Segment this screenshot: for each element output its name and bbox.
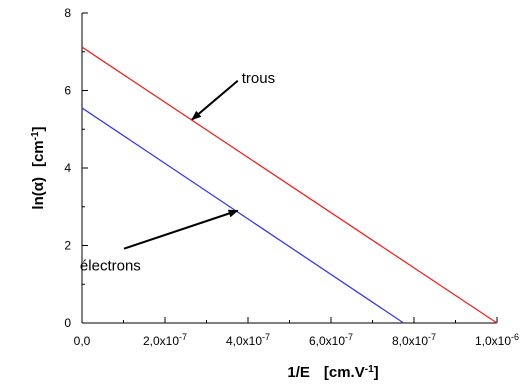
annotation-label: trous (242, 70, 275, 87)
y-tick-label: 4 (64, 161, 71, 175)
y-tick-label: 8 (64, 6, 71, 20)
y-tick-label: 0 (64, 316, 71, 330)
annotations: trous électrons (80, 70, 275, 275)
x-tick-label: 6,0x10-7 (309, 332, 353, 348)
annotation-arrow (191, 79, 239, 121)
annotation-arrow (123, 209, 239, 250)
annotation-label: électrons (80, 258, 141, 275)
x-tick-label: 0,0 (74, 334, 91, 348)
x-tick-label: 1,0x10-6 (475, 332, 519, 348)
x-axis-ticks: 0,0 2,0x10-7 4,0x10-7 6,0x10-7 8,0x10-7 1,0x1… (74, 317, 519, 348)
x-axis-title: 1/E [cm.V-1] (287, 364, 378, 382)
x-tick-label: 4,0x10-7 (226, 332, 270, 348)
x-tick-label: 8,0x10-7 (392, 332, 436, 348)
series-group (81, 46, 498, 324)
y-axis-title: ln(α)[cm-1] (30, 126, 48, 209)
axes (81, 13, 497, 324)
y-axis-ticks: 0 2 4 6 8 (64, 6, 88, 330)
y-tick-label: 2 (64, 239, 71, 253)
series-line-electrons (81, 107, 404, 324)
x-tick-label: 2,0x10-7 (143, 332, 187, 348)
series-line-trous (81, 46, 498, 324)
y-tick-label: 6 (64, 84, 71, 98)
